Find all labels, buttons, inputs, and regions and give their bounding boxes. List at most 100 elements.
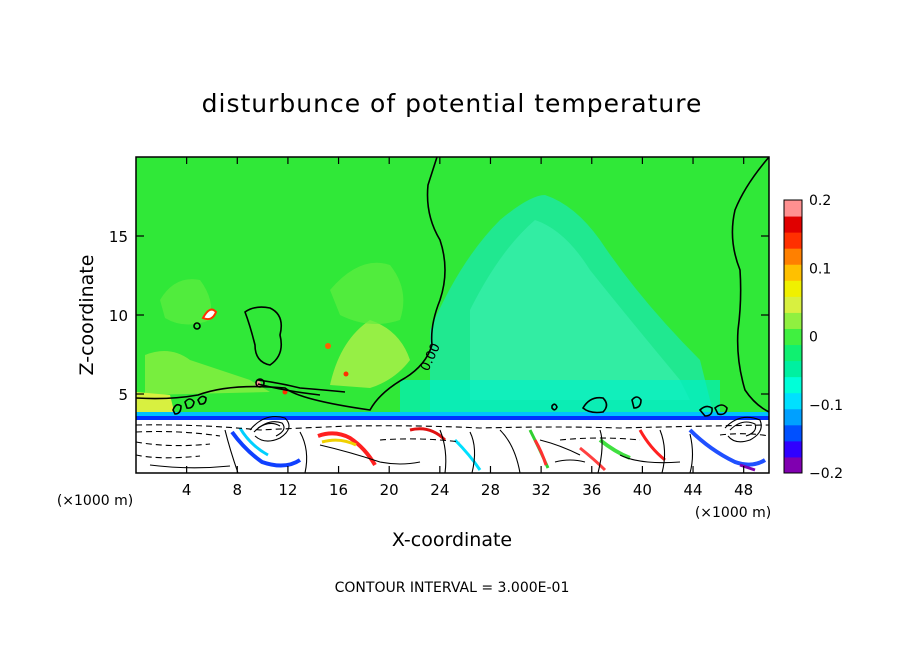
colorbar-tick-label: 0 xyxy=(809,330,818,346)
contour-ring-1 xyxy=(193,322,201,330)
x-unit-right: (×1000 m) xyxy=(695,505,771,521)
y-axis-ticks: 5 10 15 xyxy=(109,228,769,404)
contour-lines xyxy=(135,156,770,417)
wavy-contour-4 xyxy=(619,454,681,464)
x-tick-label: 44 xyxy=(683,481,702,499)
swirl-right-1 xyxy=(724,416,762,443)
x-tick-label: 4 xyxy=(182,481,192,499)
boundary-contours xyxy=(135,415,770,474)
vertical-contour-8 xyxy=(689,433,694,474)
x-tick-label: 20 xyxy=(380,481,399,499)
colorbar-swatch xyxy=(784,376,802,394)
contour-ring-2 xyxy=(255,378,265,388)
vertical-contour-3 xyxy=(439,429,447,474)
contour-vortex-left-2 xyxy=(257,383,321,396)
x-unit-left: (×1000 m) xyxy=(57,493,133,509)
x-tick-label: 32 xyxy=(532,481,551,499)
dashed-contour-5 xyxy=(559,437,641,441)
dashed-contour-4 xyxy=(135,454,201,459)
colorbar-swatch xyxy=(784,424,802,442)
warm-patch-near-surface xyxy=(136,392,175,415)
colorbar-swatch xyxy=(784,200,802,217)
colorbar-swatch xyxy=(784,456,802,474)
contour-island-2 xyxy=(631,396,642,409)
colorbar-tick-label: −0.1 xyxy=(809,398,843,414)
vertical-contour-4 xyxy=(469,431,476,474)
blue-streak-2 xyxy=(688,428,767,467)
colorbar-swatch xyxy=(784,328,802,346)
x-axis-label: X-coordinate xyxy=(392,529,512,551)
x-tick-label: 12 xyxy=(278,481,297,499)
colorbar-swatch xyxy=(784,216,802,233)
colorbar-swatch xyxy=(784,392,802,410)
contour-blob-left-2 xyxy=(184,398,195,409)
wavy-contour-3 xyxy=(149,464,231,469)
plot-area: 0.00 xyxy=(109,156,770,499)
zero-contour-main xyxy=(135,156,446,411)
y-tick-label: 5 xyxy=(118,386,128,404)
x-tick-label: 16 xyxy=(329,481,348,499)
vertical-contour-7 xyxy=(659,429,666,474)
colorbar-swatch xyxy=(784,360,802,378)
contour-blob-left-1 xyxy=(172,403,182,415)
colorbar-swatch xyxy=(784,344,802,362)
y-tick-label: 15 xyxy=(109,228,128,246)
colorbar-swatch xyxy=(784,248,802,265)
wavy-contour-5 xyxy=(554,459,586,463)
contour-blob-left-3 xyxy=(197,395,207,405)
colorbar xyxy=(783,199,803,474)
swirl-left-1 xyxy=(249,415,290,442)
colorbar-tick-label: −0.2 xyxy=(809,466,843,482)
red-streak-4 xyxy=(638,429,666,462)
colorbar-frame xyxy=(783,199,803,474)
contour-blob-right-2 xyxy=(714,404,728,416)
wavy-contour-2 xyxy=(539,439,581,456)
chart-title: disturbunce of potential temperature xyxy=(202,89,703,118)
dashed-contour-6 xyxy=(719,433,770,437)
contour-vortex-left xyxy=(257,379,346,393)
colorbar-tick-label: 0.2 xyxy=(809,193,831,209)
colorbar-swatch xyxy=(784,232,802,249)
colorbar-swatch xyxy=(784,280,802,297)
dashed-contour-7 xyxy=(379,438,461,443)
warm-spot-1 xyxy=(201,308,218,321)
blue-band xyxy=(136,416,769,420)
colorbar-swatch xyxy=(784,312,802,329)
dashed-contour-2 xyxy=(135,430,221,437)
colorbar-swatch xyxy=(784,408,802,426)
warm-area-mid xyxy=(330,320,410,388)
warm-spot-2 xyxy=(325,343,331,349)
x-tick-label: 40 xyxy=(633,481,652,499)
zero-contour-right xyxy=(731,156,770,413)
vertical-contour-6 xyxy=(597,429,603,474)
x-tick-label: 8 xyxy=(233,481,243,499)
vertical-contour-2 xyxy=(299,431,308,474)
blue-streak-1 xyxy=(230,430,302,468)
colorbar-tick-label: 0.1 xyxy=(809,261,831,277)
warm-spot-3 xyxy=(343,371,349,377)
x-tick-label: 24 xyxy=(430,481,449,499)
purple-streak xyxy=(739,463,756,472)
colorbar-swatch xyxy=(784,264,802,281)
colorbar-tick-labels: 0.2 0.1 0 −0.1 −0.2 xyxy=(809,193,843,482)
light-blue-band xyxy=(136,412,769,418)
swirl-right-2 xyxy=(729,421,757,437)
cyan-band xyxy=(400,380,720,414)
warm-hill-left xyxy=(160,279,212,325)
warm-hill-right xyxy=(330,262,404,324)
yellow-streak-1 xyxy=(321,438,357,447)
red-streak-1 xyxy=(317,431,377,467)
x-tick-label: 28 xyxy=(481,481,500,499)
contour-blob-right-1 xyxy=(698,405,713,417)
red-streak-5 xyxy=(579,446,607,472)
contour-blob-mid xyxy=(551,403,558,411)
dashed-contour-3 xyxy=(135,441,211,447)
contour-interval-footer: CONTOUR INTERVAL = 3.000E-01 xyxy=(335,580,570,596)
cyan-streak-1 xyxy=(238,427,269,457)
dashed-contour-1 xyxy=(135,424,770,431)
x-tick-label: 48 xyxy=(734,481,753,499)
x-axis-ticks: 4 8 12 16 20 24 28 32 36 40 44 48 xyxy=(182,157,753,499)
colorbar-swatch xyxy=(784,296,802,313)
colorbar-swatch xyxy=(784,440,802,458)
